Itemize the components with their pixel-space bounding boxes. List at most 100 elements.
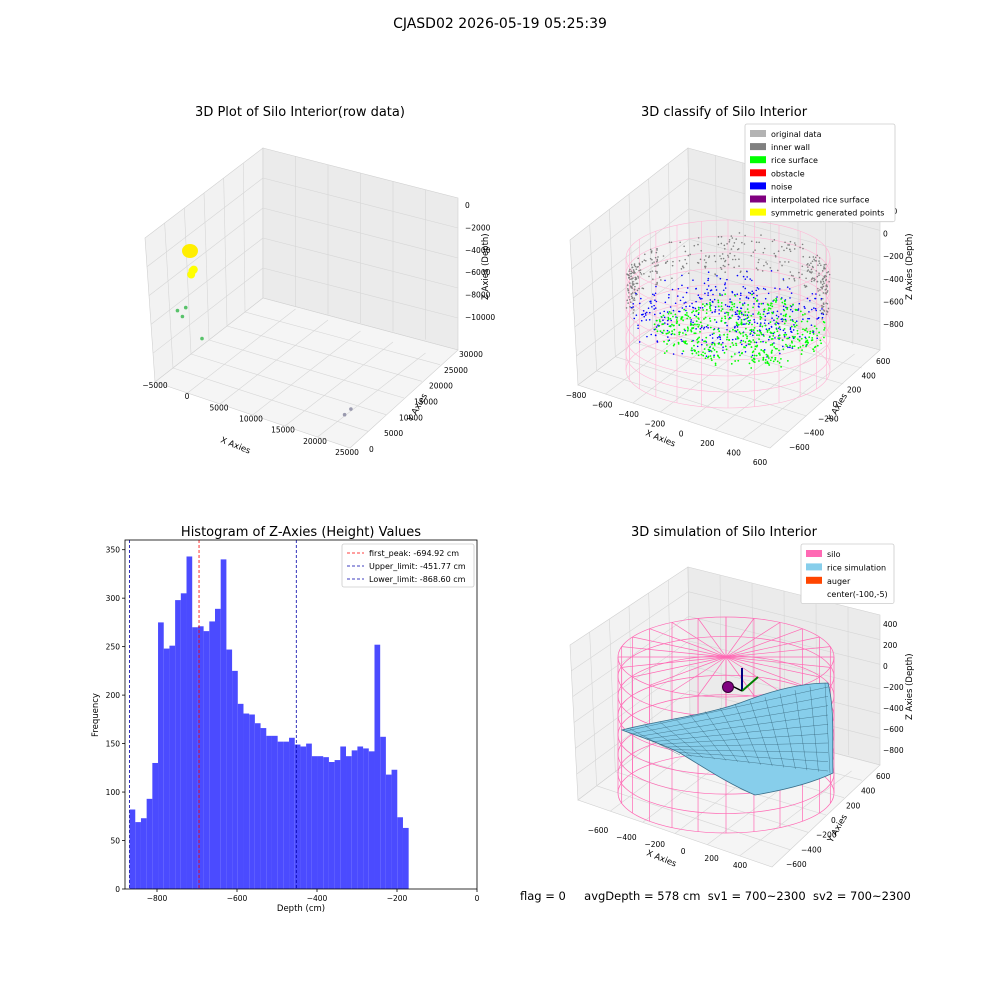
rice-point bbox=[788, 315, 791, 318]
rice-point bbox=[665, 350, 668, 352]
wall-point bbox=[634, 285, 636, 288]
rice-point bbox=[697, 325, 700, 328]
noise-point bbox=[724, 304, 727, 306]
wall-point bbox=[755, 241, 758, 243]
rice-point bbox=[755, 354, 758, 357]
tick-label: 25000 bbox=[335, 448, 359, 457]
rice-point bbox=[704, 352, 706, 355]
rice-point bbox=[675, 322, 678, 324]
y-axis-label: Y Axies bbox=[825, 812, 850, 845]
tick-label: 600 bbox=[753, 458, 768, 467]
rice-point bbox=[757, 313, 759, 315]
noise-point bbox=[812, 331, 814, 334]
wall-point bbox=[811, 277, 814, 279]
noise-point bbox=[744, 278, 747, 280]
noise-point bbox=[652, 293, 654, 296]
rice-point bbox=[698, 324, 700, 326]
noise-point bbox=[654, 307, 657, 309]
wall-point bbox=[724, 271, 726, 273]
rice-point bbox=[735, 342, 737, 345]
rice-point bbox=[708, 349, 711, 352]
noise-point bbox=[734, 311, 737, 314]
noise-point bbox=[736, 310, 739, 312]
wall-point bbox=[750, 240, 753, 243]
tick-label: −200 bbox=[645, 420, 666, 429]
noise-point bbox=[763, 322, 766, 324]
wall-point bbox=[789, 240, 792, 243]
noise-point bbox=[638, 341, 641, 343]
noise-point bbox=[738, 351, 740, 354]
noise-point bbox=[795, 320, 798, 323]
noise-point bbox=[735, 338, 737, 340]
wall-point bbox=[828, 280, 830, 283]
noise-point bbox=[755, 341, 758, 344]
rice-point bbox=[682, 340, 685, 343]
noise-point bbox=[654, 299, 656, 301]
wall-point bbox=[656, 249, 658, 251]
noise-point bbox=[772, 311, 775, 313]
wall-point bbox=[815, 270, 818, 272]
wall-point bbox=[657, 256, 659, 258]
tick-label: 0 bbox=[883, 230, 888, 239]
rice-point bbox=[785, 333, 788, 336]
wall-point bbox=[826, 290, 829, 292]
rice-point bbox=[687, 315, 690, 318]
noise-point bbox=[798, 302, 801, 305]
rice-point bbox=[656, 330, 659, 333]
rice-point bbox=[759, 354, 761, 356]
legend-swatch-auger bbox=[806, 576, 822, 584]
rice-point bbox=[677, 342, 680, 345]
x-tick-labels: −800 −600 −400 −200 0 200 400 600 bbox=[566, 391, 768, 467]
noise-point bbox=[740, 312, 743, 314]
legend-entry: rice surface bbox=[771, 156, 818, 165]
histogram-bar bbox=[363, 748, 369, 889]
rice-point bbox=[741, 313, 743, 316]
rice-point bbox=[659, 330, 662, 333]
tick-label: 200 bbox=[700, 439, 715, 448]
wall-point bbox=[738, 265, 740, 267]
rice-point bbox=[763, 335, 765, 337]
wall-point bbox=[628, 274, 630, 277]
noise-point bbox=[692, 321, 694, 324]
classify-scatter-3d-plot: 3D classify of Silo Interior −800 −600 −40… bbox=[566, 105, 915, 467]
histogram-bar bbox=[249, 714, 255, 889]
noise-point bbox=[637, 324, 639, 327]
wall-point bbox=[705, 255, 707, 257]
wall-point bbox=[714, 273, 716, 275]
noise-point bbox=[635, 292, 637, 295]
wall-point bbox=[730, 248, 733, 250]
rice-point bbox=[737, 359, 740, 362]
rice-point bbox=[762, 313, 765, 316]
noise-point bbox=[764, 319, 767, 321]
wall-point bbox=[636, 289, 639, 292]
rice-point bbox=[756, 334, 758, 337]
noise-point bbox=[670, 319, 672, 322]
wall-point bbox=[635, 268, 638, 270]
wall-point bbox=[660, 279, 662, 281]
rice-point bbox=[778, 349, 780, 352]
noise-point bbox=[688, 305, 691, 307]
noise-point bbox=[775, 314, 778, 317]
noise-point bbox=[737, 315, 740, 318]
histogram-bar bbox=[260, 728, 267, 889]
rice-point bbox=[732, 328, 734, 331]
x-axis-label: X Axies bbox=[645, 849, 678, 870]
noise-point bbox=[711, 300, 714, 303]
rice-point bbox=[756, 330, 759, 332]
legend-entry: center(-100,-5) bbox=[827, 590, 888, 599]
rice-point bbox=[668, 331, 671, 333]
noise-point bbox=[640, 297, 642, 300]
wall-point bbox=[823, 266, 825, 268]
rice-point bbox=[689, 323, 692, 326]
wall-point bbox=[801, 273, 803, 276]
wall-point bbox=[801, 243, 804, 246]
noise-point bbox=[646, 335, 648, 338]
rice-point bbox=[693, 323, 696, 326]
wall-point bbox=[723, 244, 726, 247]
wall-point bbox=[632, 269, 635, 271]
noise-point bbox=[785, 306, 787, 309]
noise-point bbox=[690, 321, 692, 323]
noise-point bbox=[774, 337, 776, 339]
noise-point bbox=[820, 297, 823, 300]
wall-point bbox=[651, 262, 654, 264]
